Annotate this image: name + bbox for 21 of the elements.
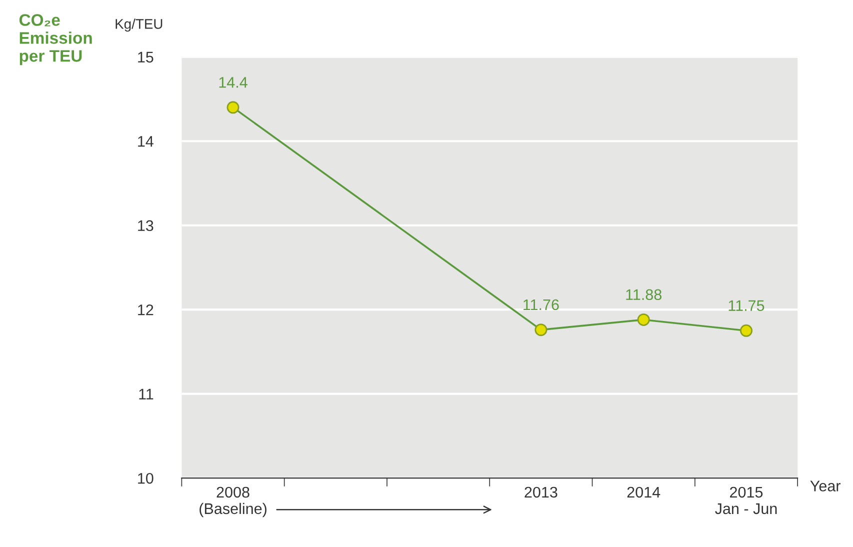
chart-title: CO₂e Emission per TEU <box>19 14 92 66</box>
data-label: 14.4 <box>219 77 248 88</box>
x-tick-label: 2008 (Baseline) <box>200 486 266 518</box>
data-label: 11.88 <box>626 289 662 300</box>
x-axis-title: Year <box>810 480 840 492</box>
data-label: 11.76 <box>524 299 559 310</box>
point <box>637 313 650 326</box>
x-tick-label: 2013 <box>524 486 558 498</box>
y-tick-label: 10 <box>138 472 154 484</box>
y-tick-label: 13 <box>138 220 154 232</box>
y-tick-label: 14 <box>138 136 154 147</box>
y-tick-label: 15 <box>138 52 154 63</box>
point <box>226 101 240 114</box>
point <box>534 324 548 336</box>
y-tick-label: 12 <box>138 304 154 316</box>
data-label: 11.75 <box>728 300 764 311</box>
x-tick-label: 2014 <box>627 486 660 498</box>
x-tick-label: 2015 Jan - Jun <box>715 486 777 514</box>
y-axis-title: Kg/TEU <box>116 18 162 32</box>
y-tick-label: 11 <box>139 388 154 400</box>
point <box>740 324 752 337</box>
